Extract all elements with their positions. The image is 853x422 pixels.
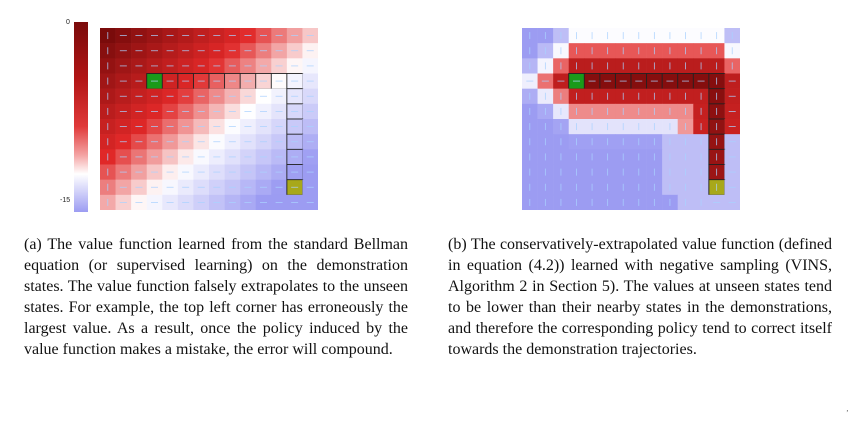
heatmap-a [100,28,318,210]
heatmap-b [522,28,740,210]
colorbar-min-label: -15 [60,197,71,204]
colorbar-max-label: 0 [66,19,70,26]
colorbar [74,22,88,212]
stray-mark: ‚ [846,404,849,413]
caption-a: (a) The value function learned from the … [24,236,408,358]
caption-b: (b) The conservatively-extrapolated valu… [448,236,832,358]
